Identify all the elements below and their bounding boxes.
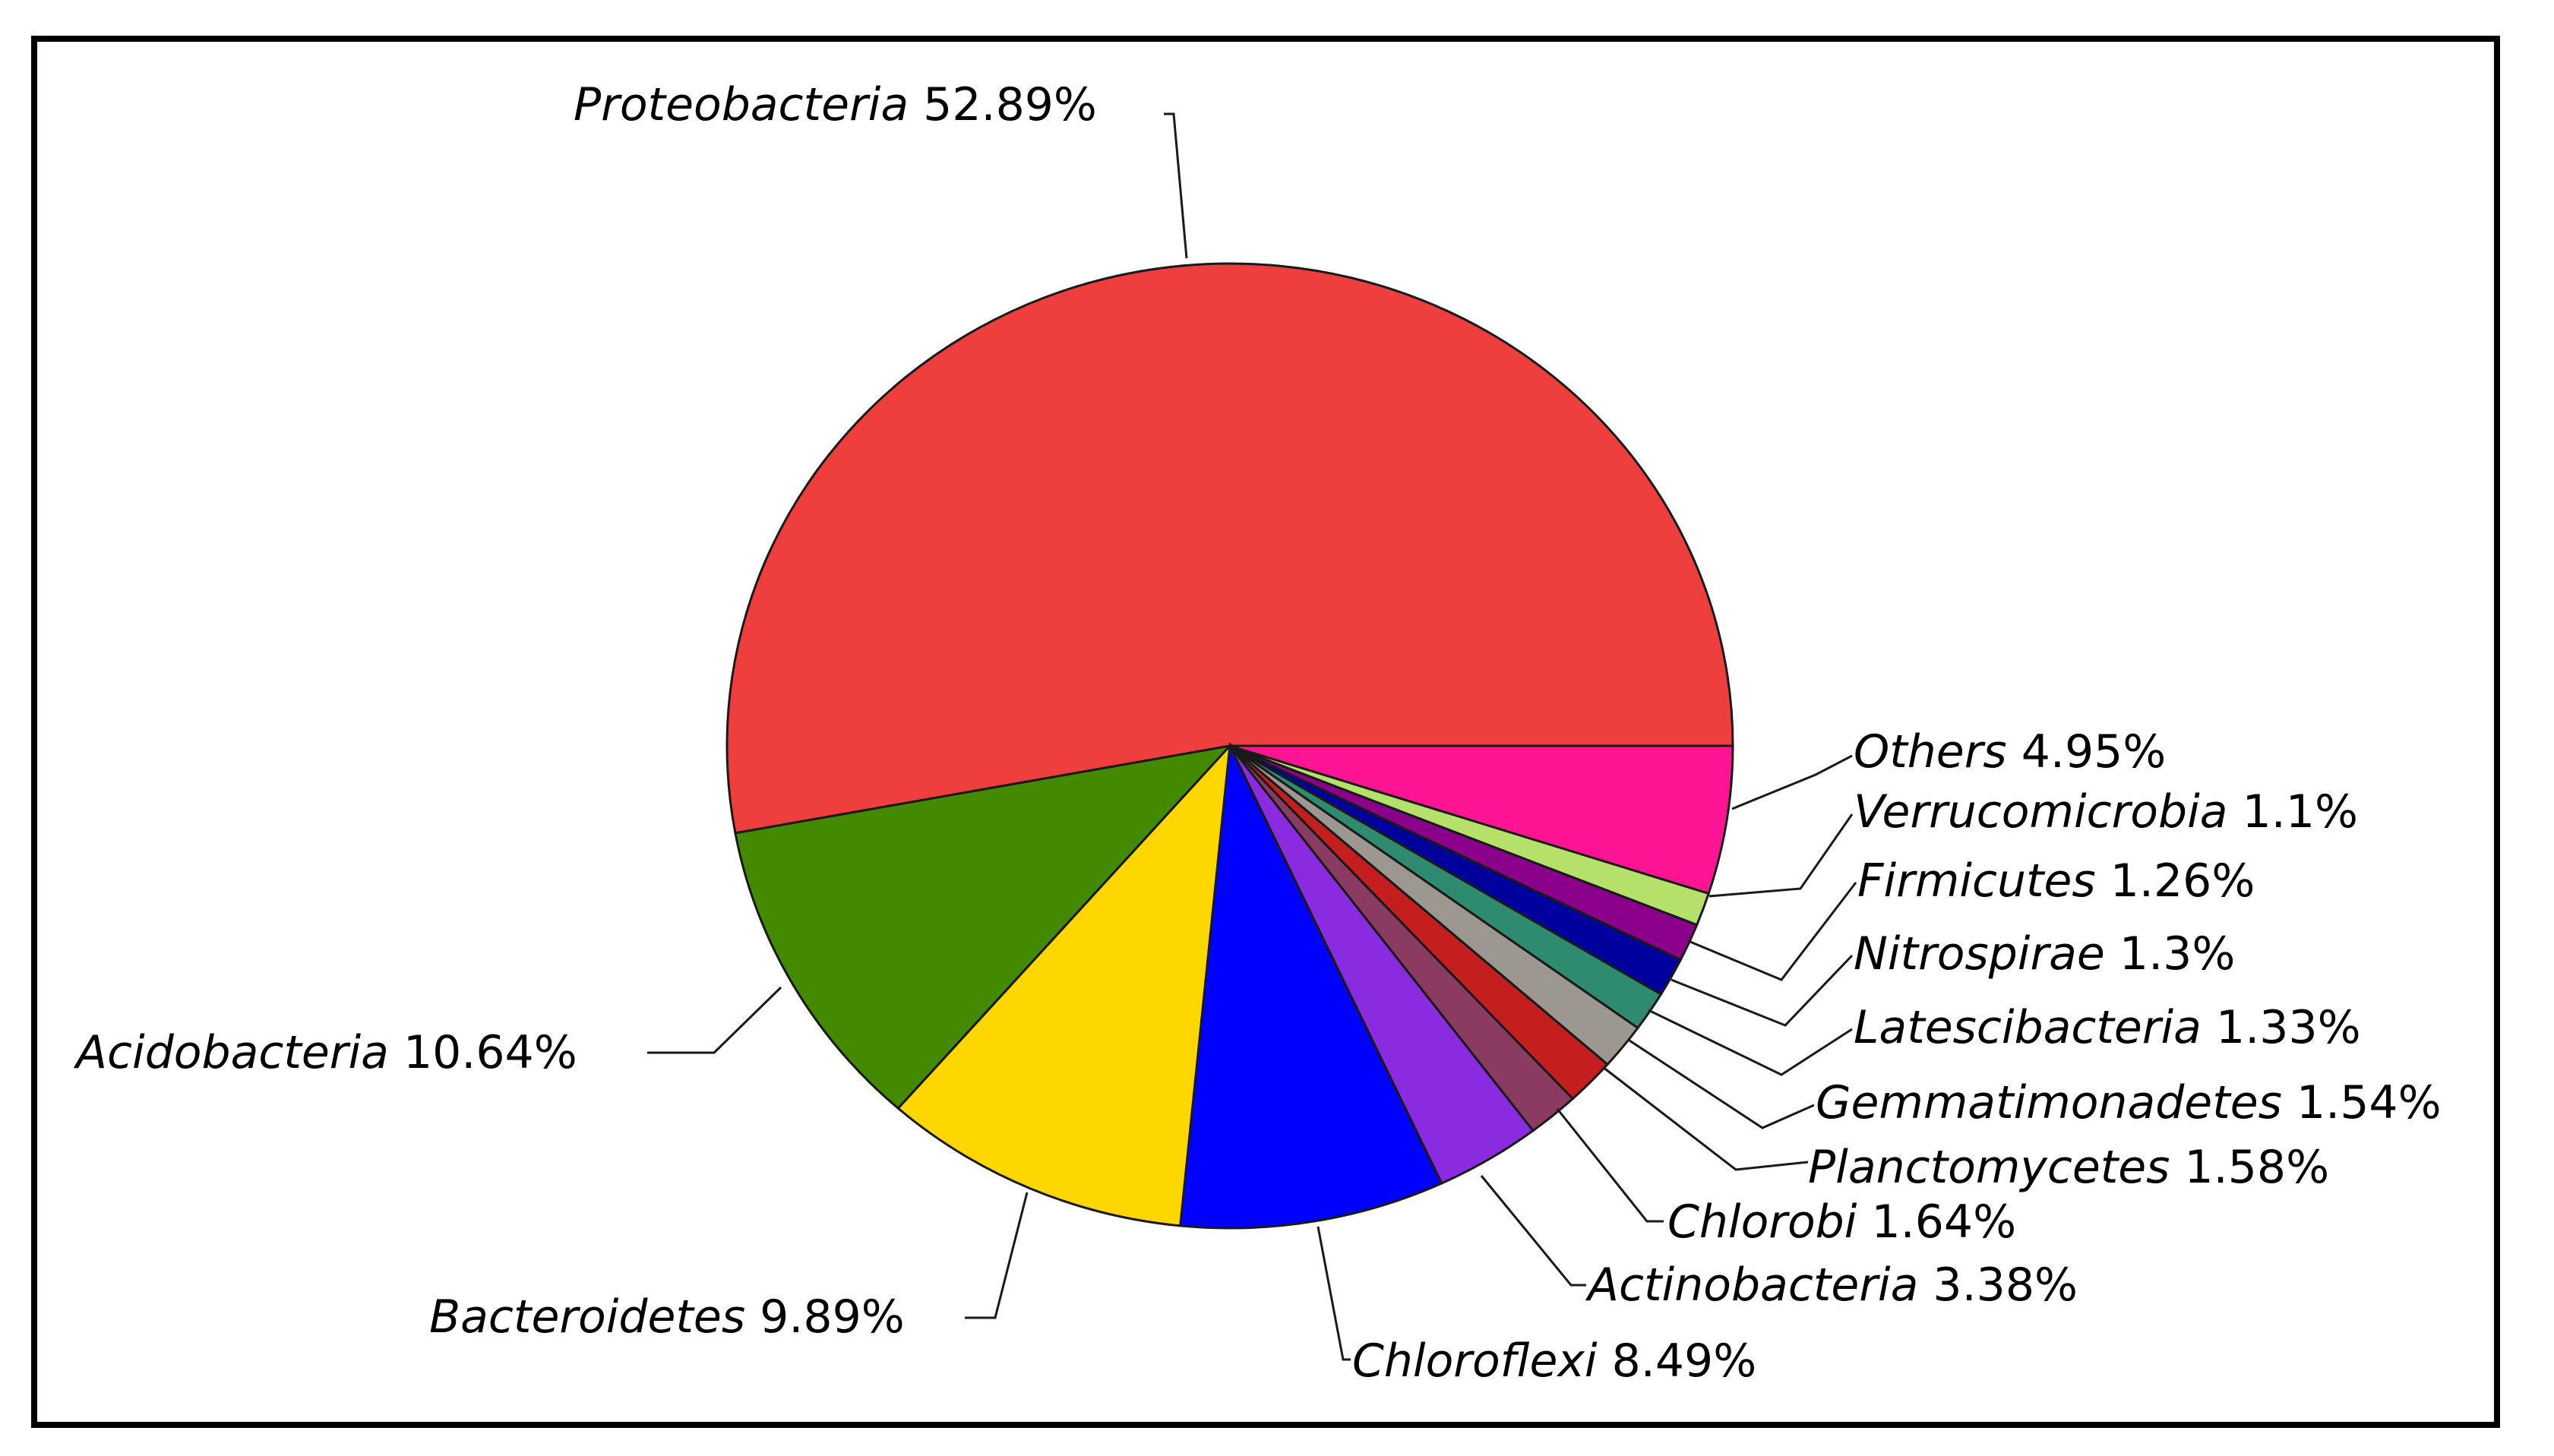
leaders-layer [647, 112, 1857, 1361]
slice-label-bacteroidetes: Bacteroidetes 9.89% [429, 1290, 905, 1344]
slice-label-chlorobi: Chlorobi 1.64% [1667, 1195, 2016, 1249]
slice-label-chloroflexi: Chloroflexi 8.49% [1352, 1334, 1756, 1388]
labels-layer: Proteobacteria 52.89% Acidobacteria 10.64… [73, 78, 2442, 1388]
leader-line-proteobacteria [1164, 112, 1188, 259]
slice-label-value: 1.3% [2105, 927, 2236, 981]
slice-label-value: 1.54% [2282, 1076, 2442, 1129]
slice-label-verrucomicrobia: Verrucomicrobia 1.1% [1854, 785, 2358, 839]
pie-slice-acidobacteria [734, 744, 1234, 1110]
slice-label-name: Chlorobi [1667, 1195, 1857, 1249]
slice-label-value: 4.95% [2007, 725, 2167, 779]
leader-line-latescibacteria [1648, 1009, 1853, 1076]
slice-label-proteobacteria: Proteobacteria 52.89% [574, 78, 1097, 131]
leader-line-gemmatimonadetes [1629, 1039, 1815, 1129]
pie-slice-others [1229, 744, 1734, 895]
slice-label-name: Gemmatimonadetes [1816, 1076, 2282, 1129]
slice-label-value: 1.58% [2170, 1141, 2329, 1194]
slice-label-value: 1.33% [2202, 1001, 2361, 1054]
slice-label-value: 8.49% [1598, 1334, 1757, 1388]
leader-line-chloroflexi [1317, 1226, 1351, 1361]
slice-label-value: 1.64% [1857, 1195, 2016, 1249]
slice-label-value: 1.26% [2096, 854, 2255, 908]
leader-line-chlorobi [1556, 1108, 1664, 1223]
slice-label-gemmatimonadetes: Gemmatimonadetes 1.54% [1816, 1076, 2442, 1129]
slice-label-nitrospirae: Nitrospirae 1.3% [1854, 927, 2235, 981]
leader-line-planctomycetes [1602, 1066, 1809, 1171]
leader-line-actinobacteria [1480, 1175, 1586, 1287]
leader-line-firmicutes [1689, 882, 1857, 981]
slice-label-actinobacteria: Actinobacteria 3.38% [1585, 1259, 2078, 1312]
leader-line-others [1731, 754, 1853, 810]
slices-layer [725, 262, 1734, 1230]
slice-label-latescibacteria: Latescibacteria 1.33% [1854, 1001, 2361, 1054]
slice-label-others: Others 4.95% [1854, 725, 2166, 779]
slice-label-name: Chloroflexi [1352, 1334, 1598, 1388]
pie-slice-bacteroidetes [896, 742, 1231, 1227]
slice-label-value: 3.38% [1918, 1259, 2078, 1312]
slice-label-value: 9.89% [745, 1290, 905, 1344]
slice-label-name: Planctomycetes [1808, 1141, 2170, 1194]
slice-label-acidobacteria: Acidobacteria 10.64% [73, 1026, 577, 1079]
pie-slice-chloroflexi [1179, 741, 1443, 1230]
slice-label-name: Latescibacteria [1854, 1001, 2202, 1054]
slice-label-name: Verrucomicrobia [1854, 785, 2228, 839]
slice-label-name: Others [1854, 725, 2007, 779]
slice-label-name: Acidobacteria [73, 1026, 389, 1079]
leader-line-bacteroidetes [965, 1192, 1029, 1319]
slice-label-name: Actinobacteria [1585, 1259, 1918, 1312]
slice-label-name: Firmicutes [1857, 854, 2096, 908]
slice-label-firmicutes: Firmicutes 1.26% [1857, 854, 2255, 908]
pie-slice-proteobacteria [725, 262, 1734, 835]
slice-label-name: Bacteroidetes [429, 1290, 745, 1344]
slice-label-name: Proteobacteria [574, 78, 909, 131]
leader-line-verrucomicrobia [1708, 813, 1854, 898]
leader-line-nitrospirae [1671, 954, 1854, 1027]
slice-label-value: 1.1% [2228, 785, 2359, 839]
leader-line-acidobacteria [647, 986, 782, 1054]
slice-label-planctomycetes: Planctomycetes 1.58% [1808, 1141, 2329, 1194]
slice-label-value: 52.89% [909, 78, 1097, 131]
slice-label-name: Nitrospirae [1854, 927, 2105, 981]
slice-label-value: 10.64% [389, 1026, 577, 1079]
